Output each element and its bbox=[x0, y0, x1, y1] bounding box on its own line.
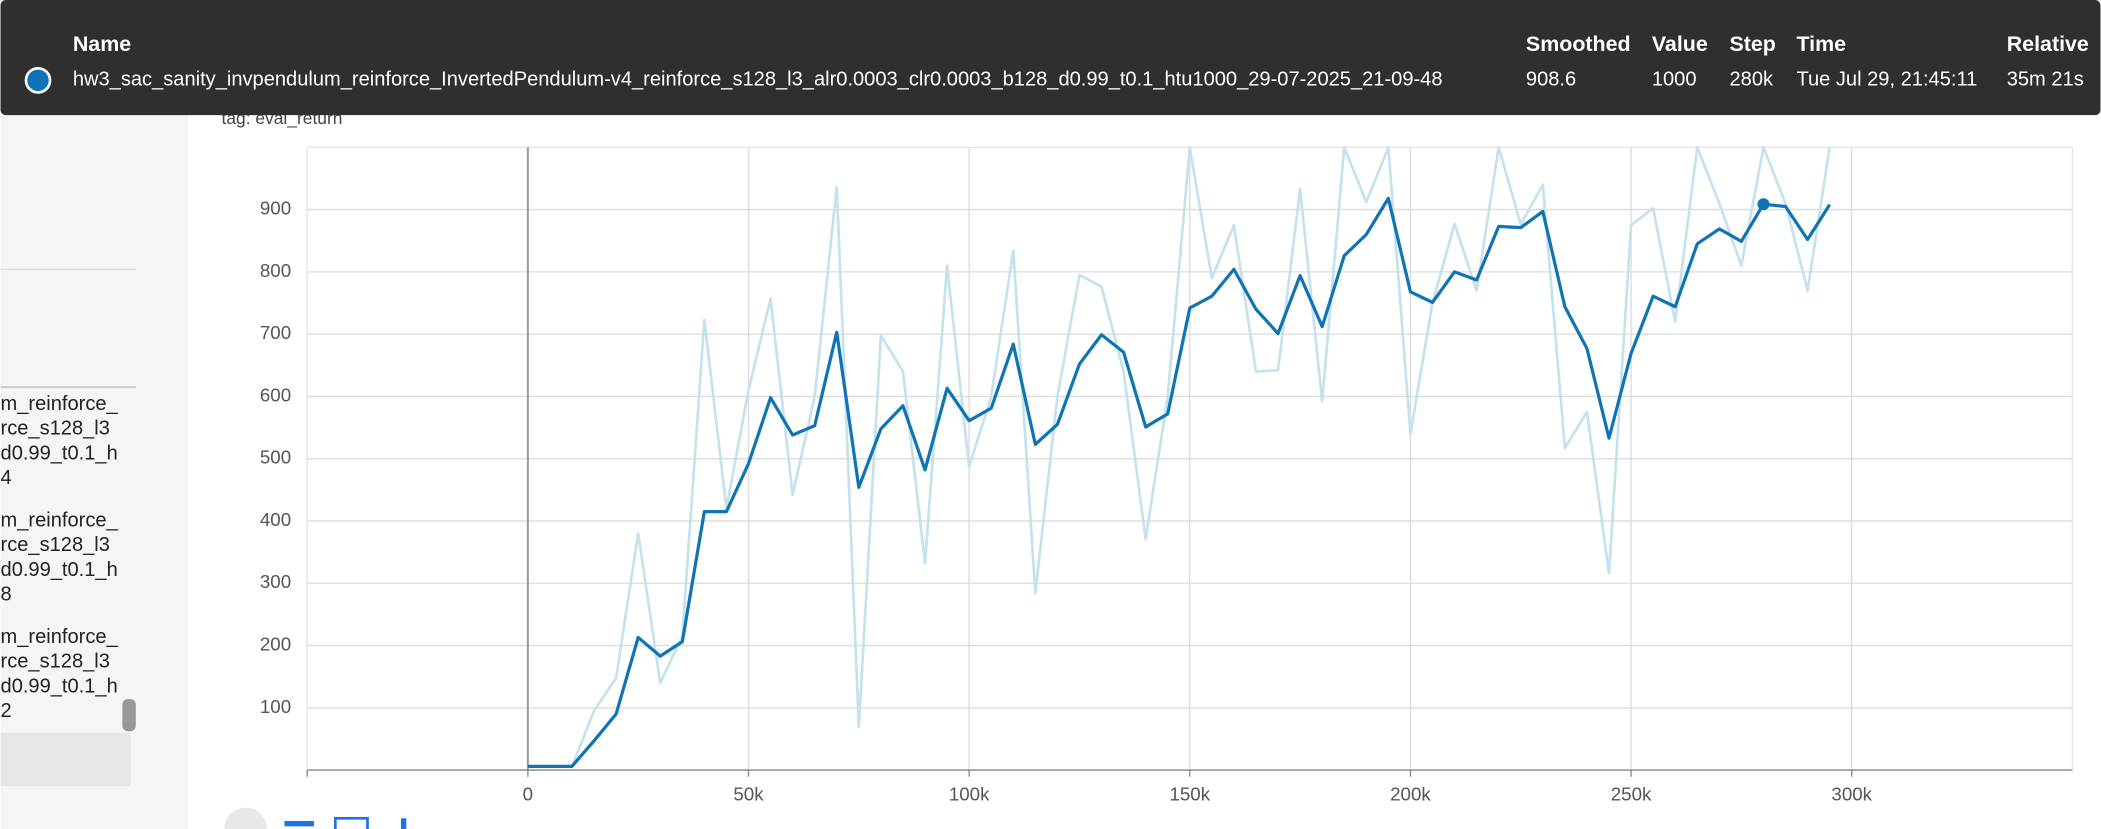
x-tick-label: 300k bbox=[1831, 783, 1872, 804]
header: Smoothed bbox=[1526, 32, 1631, 56]
run-label: m_reinforce_ bbox=[1, 626, 119, 648]
run-label: 4 bbox=[1, 467, 12, 489]
header: Step bbox=[1730, 32, 1776, 56]
run-label: 8 bbox=[1, 584, 12, 606]
scrollbar[interactable] bbox=[122, 699, 136, 732]
download-button[interactable] bbox=[333, 816, 369, 829]
y-tick-label: 300 bbox=[260, 571, 291, 592]
raw-line bbox=[527, 145, 1831, 768]
run-label: m_reinforce_ bbox=[1, 509, 119, 531]
run-name: hw3_sac_sanity_invpendulum_reinforce_Inv… bbox=[73, 69, 1443, 91]
run-label: 2 bbox=[1, 700, 12, 722]
smoothed: 908.6 bbox=[1526, 69, 1576, 91]
run-label: rce_s128_l3 bbox=[1, 418, 110, 440]
relative: 35m 21s bbox=[2007, 69, 2084, 91]
run-list: m_reinforce_rce_s128_l3d0.99_t0.1_h4m_re… bbox=[1, 393, 119, 722]
run-label: d0.99_t0.1_h bbox=[1, 675, 118, 697]
header: Time bbox=[1796, 32, 1846, 56]
plot: 100 200 300 400 500 600 700 800 900 0 50k 100k 150k 2… bbox=[260, 145, 2074, 804]
hover-point bbox=[1757, 198, 1770, 211]
x-tick-label: 50k bbox=[733, 783, 764, 804]
header: Relative bbox=[2007, 32, 2089, 56]
sidebar bbox=[0, 0, 189, 829]
y-tick-label: 600 bbox=[260, 384, 291, 405]
y-tick-label: 400 bbox=[260, 509, 291, 530]
x-tick-label: 100k bbox=[949, 783, 990, 804]
log-button[interactable] bbox=[284, 820, 314, 827]
run-selection[interactable] bbox=[0, 732, 131, 787]
card bbox=[188, 0, 2101, 829]
value: 1000 bbox=[1652, 69, 1697, 91]
run-swatch bbox=[24, 66, 52, 94]
x-tick-label: 0 bbox=[523, 783, 533, 804]
tooltip-bg bbox=[0, 0, 2101, 116]
y-tick-label: 900 bbox=[260, 198, 291, 219]
header: Name bbox=[73, 32, 131, 56]
x-tick-label: 150k bbox=[1169, 783, 1210, 804]
y-tick-label: 800 bbox=[260, 260, 291, 281]
x-tick-label: 250k bbox=[1611, 783, 1652, 804]
run-label: d0.99_t0.1_h bbox=[1, 442, 118, 464]
y-tick-label: 200 bbox=[260, 633, 291, 654]
run-label: rce_s128_l3 bbox=[1, 651, 110, 673]
step: 280k bbox=[1730, 69, 1774, 91]
x-tick-label: 200k bbox=[1390, 783, 1431, 804]
y-tick-label: 700 bbox=[260, 322, 291, 343]
fit-button[interactable] bbox=[224, 807, 268, 829]
header: Value bbox=[1652, 32, 1708, 56]
smoothed-line bbox=[527, 196, 1832, 768]
toolbar bbox=[224, 807, 407, 829]
run-label: rce_s128_l3 bbox=[1, 534, 110, 556]
y-tick-label: 100 bbox=[260, 696, 291, 717]
y-tick-label: 500 bbox=[260, 447, 291, 468]
more-button[interactable] bbox=[400, 818, 407, 829]
tooltip: Name Smoothed Value Step Time Relative h… bbox=[0, 0, 2101, 116]
run-label: d0.99_t0.1_h bbox=[1, 559, 118, 581]
run-label: m_reinforce_ bbox=[1, 393, 119, 415]
time: Tue Jul 29, 21:45:11 bbox=[1796, 69, 1977, 91]
